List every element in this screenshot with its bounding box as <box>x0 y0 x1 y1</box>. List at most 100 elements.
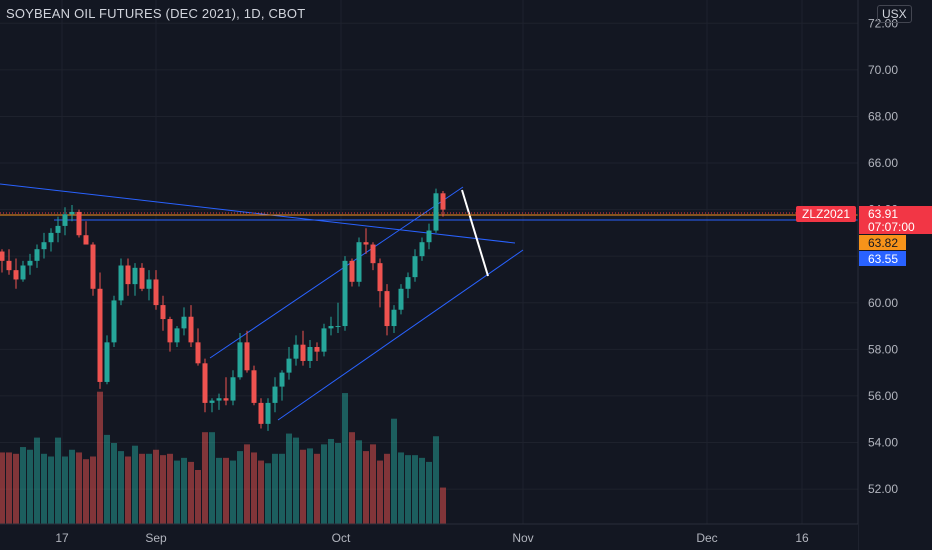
candle-body <box>342 260 348 327</box>
currency-button[interactable]: USX <box>877 5 912 23</box>
volume-bar <box>27 449 33 524</box>
candle-body <box>174 328 180 343</box>
volume-bar <box>293 437 299 524</box>
orange-price-value: 63.82 <box>868 236 898 250</box>
candle-body <box>76 211 82 236</box>
x-tick-label: Dec <box>696 531 717 545</box>
candle-body <box>118 265 124 301</box>
candlesticks <box>0 188 446 431</box>
volume-bar <box>97 391 103 524</box>
symbol-tag: ZLZ2021 <box>796 206 856 222</box>
candle-body <box>167 319 173 343</box>
candle-body <box>139 267 145 289</box>
candle-body <box>153 279 159 306</box>
candle-body <box>300 344 306 361</box>
candle-body <box>328 326 334 329</box>
candle-body <box>398 288 404 310</box>
y-tick-label: 52.00 <box>868 482 898 496</box>
candle-body <box>83 235 89 245</box>
candle-body <box>48 232 54 243</box>
volume-bar <box>356 440 362 524</box>
volume-bar <box>321 444 327 524</box>
volume-bar <box>202 432 208 524</box>
volume-bar <box>265 463 271 524</box>
candle-body <box>62 214 68 226</box>
candle-body <box>90 244 96 289</box>
channel-lower-line[interactable] <box>277 249 524 421</box>
candle-body <box>125 265 131 285</box>
volume-bar <box>41 453 47 524</box>
candle-body <box>433 193 439 231</box>
candle-body <box>230 377 236 401</box>
candle-body <box>363 242 369 245</box>
volume-bar <box>111 443 117 524</box>
volume-bar <box>419 457 425 524</box>
candle-body <box>146 279 152 289</box>
candle-body <box>188 316 194 343</box>
x-tick-label: 17 <box>55 531 69 545</box>
volume-bar <box>139 453 145 524</box>
volume-bar <box>314 453 320 524</box>
projection-arrow-line[interactable] <box>461 189 489 277</box>
bar-countdown: 07:07:00 <box>868 220 915 234</box>
volume-bar <box>0 452 5 524</box>
candle-body <box>293 344 299 359</box>
volume-bar <box>167 453 173 524</box>
candle-body <box>279 372 285 387</box>
volume-bar <box>195 470 201 524</box>
candle-body <box>20 265 26 280</box>
trendline-drawings[interactable] <box>0 183 932 421</box>
y-tick-label: 70.00 <box>868 63 898 77</box>
candle-body <box>335 326 341 328</box>
candle-body <box>426 230 432 243</box>
volume-bars <box>0 391 446 524</box>
y-tick-label: 68.00 <box>868 109 898 123</box>
volume-bar <box>104 434 110 524</box>
candle-body <box>132 267 138 285</box>
candle-body <box>349 260 355 282</box>
y-tick-label: 54.00 <box>868 435 898 449</box>
candle-body <box>41 242 47 250</box>
y-tick-label: 60.00 <box>868 296 898 310</box>
candle-body <box>251 370 257 403</box>
volume-bar <box>398 452 404 524</box>
volume-bar <box>433 436 439 524</box>
volume-bar <box>83 459 89 524</box>
x-tick-label: 16 <box>795 531 809 545</box>
candle-body <box>405 277 411 289</box>
volume-bar <box>216 457 222 524</box>
symbol-tag-text: ZLZ2021 <box>802 207 850 221</box>
volume-bar <box>132 445 138 524</box>
blue-price-label: 63.55 <box>859 251 906 266</box>
candle-body <box>258 402 264 424</box>
candle-body <box>202 363 208 403</box>
volume-bar <box>237 451 243 524</box>
time-axis[interactable]: 17 Sep Oct Nov Dec 16 <box>55 531 809 545</box>
volume-bar <box>174 460 180 524</box>
candle-body <box>209 400 215 403</box>
volume-bar <box>300 449 306 524</box>
time-scale-bg <box>0 524 858 550</box>
volume-bar <box>377 460 383 524</box>
candle-body <box>237 342 243 378</box>
volume-bar <box>307 448 313 524</box>
volume-bar <box>6 452 12 524</box>
candle-body <box>384 291 390 327</box>
blue-price-value: 63.55 <box>868 252 898 266</box>
candle-body <box>314 347 320 352</box>
volume-bar <box>13 453 19 524</box>
volume-bar <box>34 437 40 524</box>
candle-body <box>321 328 327 352</box>
x-tick-label: Oct <box>332 531 351 545</box>
volume-bar <box>440 487 446 524</box>
candle-body <box>272 386 278 403</box>
volume-bar <box>90 456 96 524</box>
candle-body <box>286 358 292 373</box>
volume-bar <box>328 438 334 524</box>
x-tick-label: Nov <box>512 531 533 545</box>
candle-body <box>6 260 12 271</box>
candle-body <box>412 256 418 278</box>
volume-bar <box>69 449 75 524</box>
candle-body <box>244 342 250 371</box>
